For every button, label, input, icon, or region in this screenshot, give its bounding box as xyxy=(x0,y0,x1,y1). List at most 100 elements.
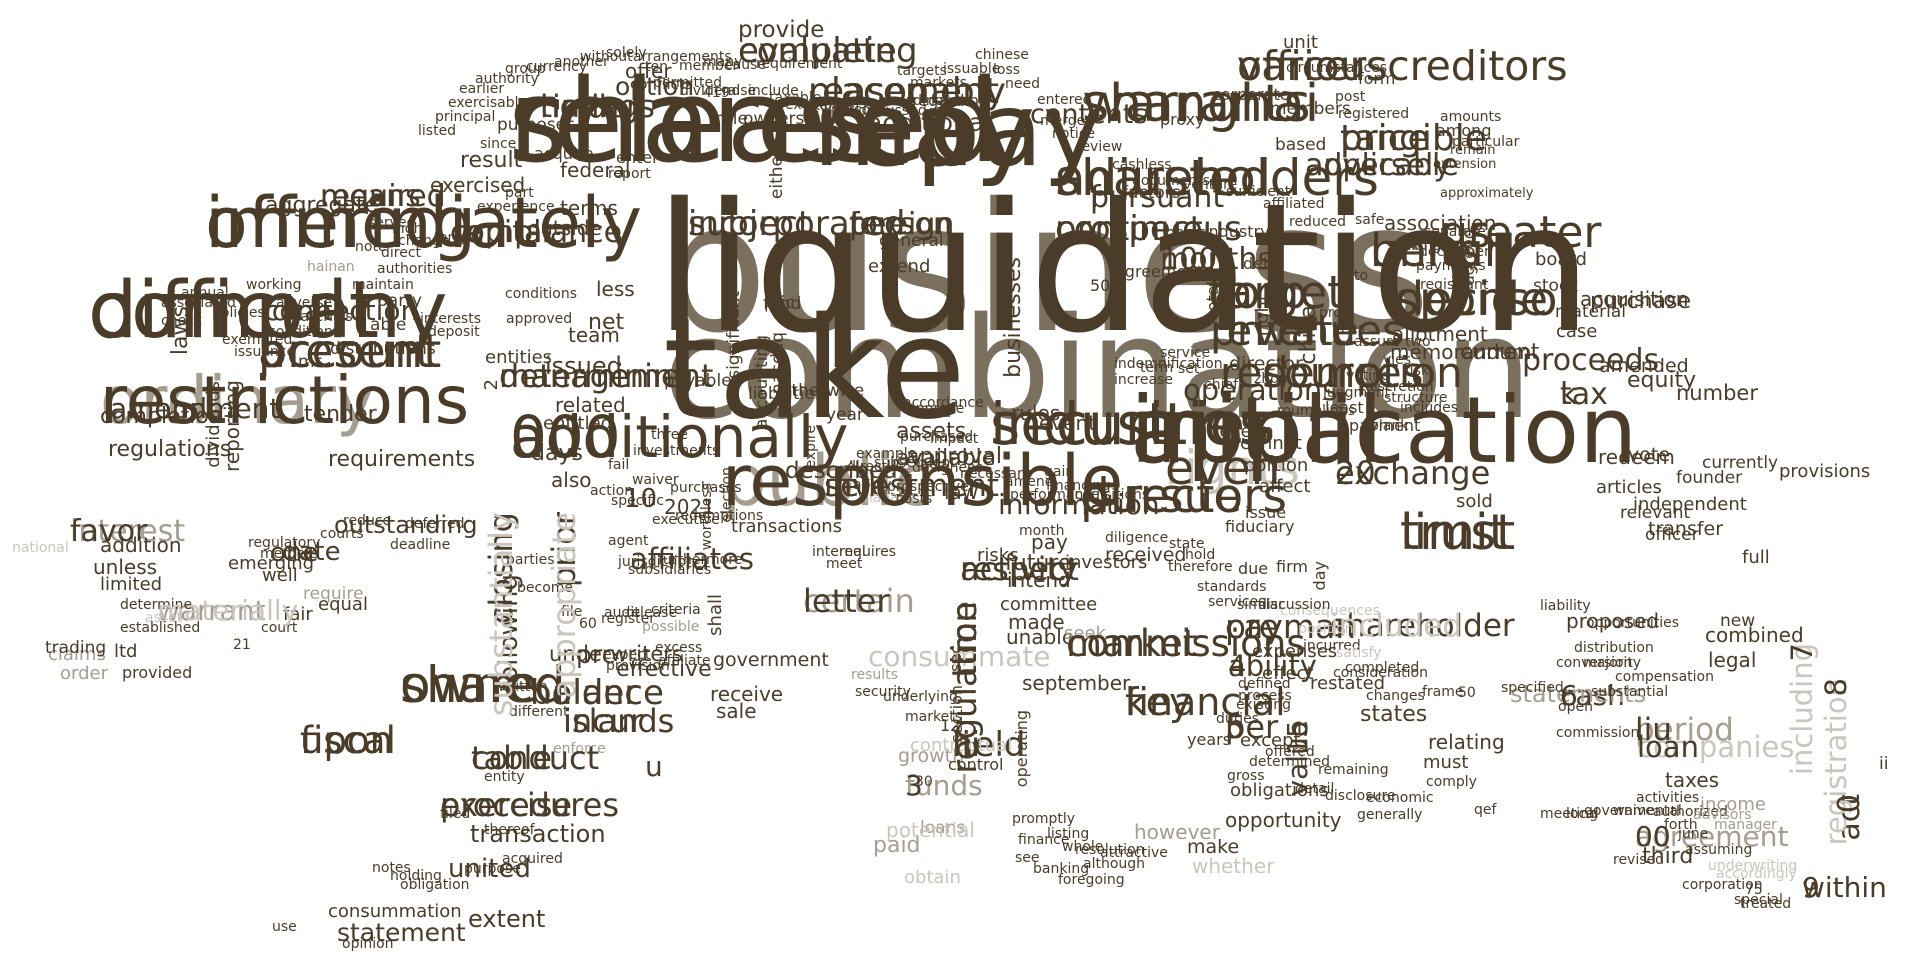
word-jurisdiction: jurisdiction xyxy=(618,554,695,570)
word-criteria: criteria xyxy=(651,602,701,618)
word-purposes: purposes xyxy=(497,115,575,135)
word-may: may xyxy=(813,71,1036,190)
word-5: 5 xyxy=(1225,708,1246,746)
word-indemnification: indemnification xyxy=(1114,356,1223,372)
word-pfic: pfic xyxy=(764,293,795,313)
word-event: event xyxy=(1039,411,1096,435)
word-principal: principal xyxy=(435,109,496,125)
word-months: months xyxy=(1160,242,1273,277)
word-interest: interest xyxy=(70,514,186,549)
word-judgment: judgment xyxy=(1323,385,1391,401)
word-financial: financial xyxy=(1125,680,1286,724)
word-use: use xyxy=(272,919,297,935)
word-vote: vote xyxy=(1628,444,1671,466)
word-number: number xyxy=(1676,381,1758,405)
word-underlying: underlying xyxy=(883,689,958,705)
word-adversely: adversely xyxy=(1305,148,1452,183)
word-release: release xyxy=(626,605,678,621)
word-local: local xyxy=(1566,806,1599,822)
word-year: year xyxy=(826,405,864,425)
word-units: units xyxy=(1370,224,1481,277)
word-approval: approval xyxy=(906,444,1003,469)
word-authorities: authorities xyxy=(377,261,453,277)
word-50: 50 xyxy=(1458,685,1476,701)
word-extend: extend xyxy=(868,256,931,277)
word-different: different xyxy=(509,704,569,720)
word-control: control xyxy=(948,755,1004,774)
word-iii: iii xyxy=(952,725,981,765)
word-immediately: immediately xyxy=(205,182,643,264)
word-days: days xyxy=(531,441,583,466)
word-reduced: reduced xyxy=(1289,214,1347,230)
word-believe: believe xyxy=(1208,421,1274,442)
word-officers: officers xyxy=(1237,42,1388,90)
word-blank: blank xyxy=(1370,418,1409,434)
word-satisfy: satisfy xyxy=(1336,645,1382,661)
word-growth: growth xyxy=(898,745,965,767)
word-contractual: contractual xyxy=(910,735,1013,756)
word-regulatory: regulatory xyxy=(248,535,321,551)
word-meet: meet xyxy=(826,556,863,572)
word-fair: fair xyxy=(283,604,313,625)
word-internal: internal xyxy=(812,544,866,560)
word-timing: timing xyxy=(540,89,639,125)
word-amendment: amendment xyxy=(110,392,281,425)
word-also: also xyxy=(551,468,592,492)
word-continue: continue xyxy=(1055,209,1203,249)
word-process: process xyxy=(1238,688,1292,704)
word-special: special xyxy=(1734,892,1783,908)
word-option: option xyxy=(615,72,695,101)
word-file: file xyxy=(561,604,583,620)
word-variouscreditors: variouscreditors xyxy=(1237,42,1568,90)
word-transactions: transactions xyxy=(731,516,843,537)
word-basis: basis xyxy=(1165,223,1207,242)
word-excess: excess xyxy=(655,640,703,656)
word-public: public xyxy=(722,440,933,522)
word-acquisitions: acquisitions xyxy=(1066,487,1150,503)
word-extension: extension xyxy=(1433,157,1497,172)
word-completion: completion xyxy=(100,404,223,429)
word-available: available xyxy=(896,446,996,471)
word-determine: determine xyxy=(120,597,193,613)
word-effective: effective xyxy=(616,657,712,682)
word-corporate: corporate xyxy=(1212,85,1290,104)
word-however: however xyxy=(1134,820,1220,844)
word-annual: annual xyxy=(181,285,229,301)
word-herein: herein xyxy=(1370,224,1513,277)
word-less: less xyxy=(596,277,635,301)
word-12: 12 xyxy=(940,716,961,735)
word-compensation: compensation xyxy=(1615,669,1714,685)
word-increase: increase xyxy=(1114,372,1174,388)
word-seeking: seeking xyxy=(1387,238,1442,254)
word-risk: risk xyxy=(1404,363,1430,379)
word-incur: incur xyxy=(563,702,644,740)
word-substantial: substantial xyxy=(1591,684,1669,700)
word-letter: letter xyxy=(803,582,890,620)
word-earlier: earlier xyxy=(459,81,505,97)
word-industries: industries xyxy=(990,390,1276,458)
word-additional: additional xyxy=(867,108,992,137)
word-activity: activity xyxy=(960,550,1078,588)
word-separate: separate xyxy=(1424,224,1486,240)
word-court: court xyxy=(261,620,298,636)
word-generally: generally xyxy=(1357,807,1423,823)
word-per: per xyxy=(1225,708,1279,746)
word-team: team xyxy=(568,323,620,347)
word-june: june xyxy=(1678,826,1709,842)
word-determining: determining xyxy=(499,357,694,395)
word-member: member xyxy=(679,58,739,74)
word-economic: economic xyxy=(1366,790,1434,806)
word-requirement: requirement xyxy=(756,56,843,72)
word-markets: markets xyxy=(910,75,967,91)
word-possible: possible xyxy=(642,619,700,635)
word-purchases: purchases xyxy=(670,480,742,496)
word-agreements: agreements xyxy=(1115,262,1212,281)
word-redemptions: redemptions xyxy=(675,508,764,524)
word-set: set xyxy=(1178,361,1200,377)
word-amend: amend xyxy=(1005,474,1054,490)
word-released: released xyxy=(508,55,1001,189)
word-register: register xyxy=(601,611,655,627)
word-prospectus: prospectus xyxy=(1055,209,1243,249)
word-december: december xyxy=(1419,244,1490,260)
word-investments: investments xyxy=(633,443,720,459)
